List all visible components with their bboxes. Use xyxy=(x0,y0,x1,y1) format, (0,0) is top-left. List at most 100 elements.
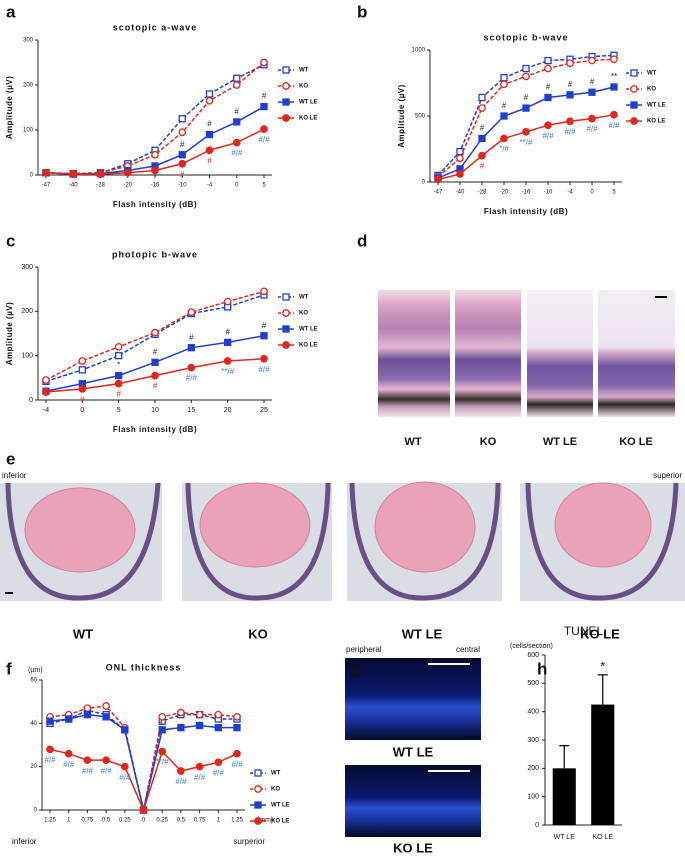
data-point xyxy=(42,388,50,396)
data-point xyxy=(83,704,92,713)
data-point xyxy=(500,134,508,143)
data-point xyxy=(139,806,148,814)
x-tick-label: -10 xyxy=(544,190,553,196)
data-point xyxy=(205,130,214,139)
x-tick-label: -20 xyxy=(123,183,132,189)
x-tick-label: 15 xyxy=(187,407,195,414)
annotation: # xyxy=(207,120,212,129)
data-point xyxy=(158,712,167,721)
data-point xyxy=(195,710,204,719)
legend-label: WT LE xyxy=(299,100,318,106)
data-point xyxy=(178,151,186,159)
retina-arc xyxy=(5,482,161,601)
legend-label: KO LE xyxy=(299,116,317,122)
histology-d xyxy=(378,290,675,417)
legend-label: WT LE xyxy=(299,327,318,333)
legend-label: KO xyxy=(299,311,308,317)
y-axis-label: Amplitude (µV) xyxy=(5,76,14,140)
annotation: # xyxy=(480,162,485,171)
x-tick-label: -10 xyxy=(178,183,187,189)
y-tick-label: 0 xyxy=(535,822,539,829)
annotation: */# xyxy=(499,145,509,154)
annotation: #/# xyxy=(608,121,620,130)
data-point xyxy=(478,134,486,143)
y-tick-label: 200 xyxy=(527,765,539,772)
annotation: #/# xyxy=(542,131,554,140)
data-point xyxy=(522,64,530,73)
x-tick-label: 25 xyxy=(260,407,268,414)
image-label: KO LE xyxy=(393,840,433,855)
image-label: WT LE xyxy=(543,436,577,448)
data-point xyxy=(78,357,87,365)
x-tick-label: 0.5 xyxy=(177,818,186,824)
data-point xyxy=(544,121,552,130)
x-tick-label: -47 xyxy=(434,190,443,196)
data-point xyxy=(544,64,552,73)
retina-image xyxy=(455,290,521,417)
retina-arc xyxy=(349,482,501,601)
data-point xyxy=(158,747,167,756)
annotation: # xyxy=(207,156,212,165)
y-tick-label: 40 xyxy=(30,721,37,727)
legend-label: WT xyxy=(299,295,309,301)
panel-label: g xyxy=(350,659,360,678)
panel-label: f xyxy=(6,659,12,678)
data-point xyxy=(588,56,596,65)
data-point xyxy=(46,717,54,725)
data-point xyxy=(177,708,185,717)
data-point xyxy=(610,83,618,91)
x-tick-label: 1 xyxy=(67,818,71,824)
annotation: # xyxy=(262,92,267,101)
x-axis-label: Flash intensity (dB) xyxy=(484,207,568,216)
x-tick-label: -4 xyxy=(567,190,573,196)
image-label: KO LE xyxy=(580,626,620,641)
orientation-label: peripheral xyxy=(346,645,382,654)
annotation: #/# xyxy=(119,773,131,782)
annotation: #/# xyxy=(44,755,56,764)
data-point xyxy=(566,117,574,126)
annotation: #/# xyxy=(82,766,94,775)
legend-marker xyxy=(282,98,290,106)
data-point xyxy=(478,151,486,160)
annotation: **/# xyxy=(520,138,533,147)
legend-label: KO LE xyxy=(271,819,289,825)
data-point xyxy=(195,762,204,771)
legend-label: KO LE xyxy=(647,119,665,125)
panel-label: c xyxy=(6,231,15,250)
data-point xyxy=(158,726,166,734)
annotation: #/# xyxy=(564,127,576,136)
annotation: # xyxy=(180,140,185,149)
y-tick-label: 0 xyxy=(422,180,426,186)
annotation: # xyxy=(590,77,595,86)
legend-marker xyxy=(282,309,290,317)
chart-title: scotopic a-wave xyxy=(113,22,198,32)
legend-marker xyxy=(254,785,262,793)
annotation: ** xyxy=(611,72,617,81)
legend-label: KO LE xyxy=(299,343,317,349)
data-point xyxy=(260,354,268,363)
annotation: #/# xyxy=(194,773,206,782)
data-point xyxy=(500,74,508,82)
x-tick-label: 0.75 xyxy=(194,818,206,824)
x-tick-label: -28 xyxy=(478,190,487,196)
data-point xyxy=(177,724,185,732)
y-tick-label: 60 xyxy=(30,678,37,684)
data-point xyxy=(434,175,442,184)
data-point xyxy=(69,170,78,178)
data-point xyxy=(83,756,92,765)
y-tick-label: 500 xyxy=(415,114,426,120)
histology-e xyxy=(0,481,685,601)
data-point xyxy=(260,58,268,67)
annotation: #/# xyxy=(186,374,198,383)
y-tick-label: 0 xyxy=(34,808,38,814)
y-tick-label: 1000 xyxy=(412,48,426,54)
image-label: WT xyxy=(404,436,421,448)
data-point xyxy=(544,93,552,102)
lens xyxy=(24,487,136,573)
annotation: # xyxy=(80,395,85,404)
retina-image xyxy=(527,290,593,417)
data-point xyxy=(223,297,232,306)
legend-marker xyxy=(254,817,262,825)
data-point xyxy=(610,110,618,119)
chart-title: TUNEL xyxy=(564,624,604,638)
